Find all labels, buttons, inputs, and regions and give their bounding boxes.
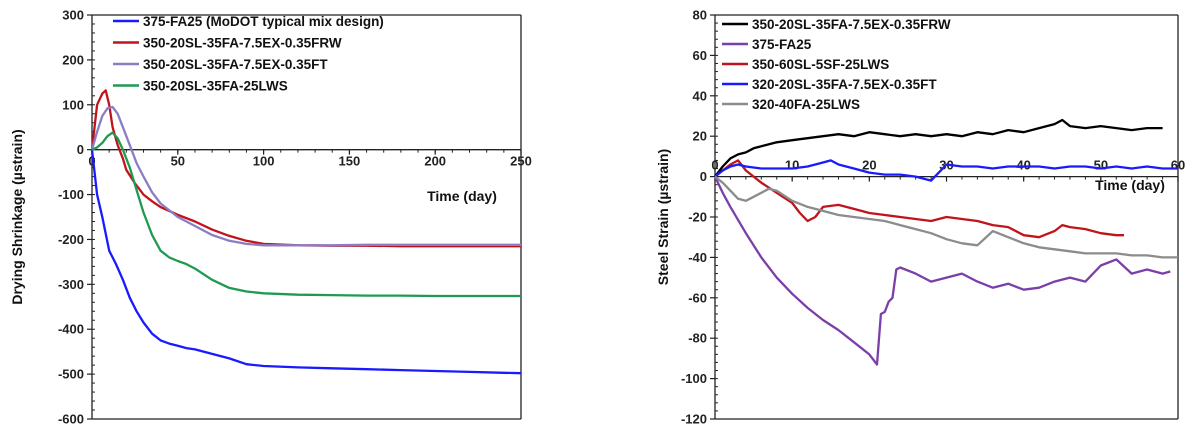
series-line <box>714 159 1124 239</box>
y-tick-label: -300 <box>58 277 84 292</box>
y-tick-label: -60 <box>688 290 707 305</box>
x-tick-label: 10 <box>785 158 799 173</box>
x-tick-label: 40 <box>1016 158 1030 173</box>
drying-shrinkage-chart: 300 200 100 0 -100 -200 -300 -400 -500 -600 0 50 100… <box>9 8 532 427</box>
series-line <box>714 159 1178 182</box>
y-tick-label: -500 <box>58 367 84 382</box>
y-tick-label: -80 <box>688 331 707 346</box>
y-tick-label: -120 <box>681 412 707 427</box>
series-line <box>714 118 1163 178</box>
series-line <box>713 176 1171 366</box>
y-tick-label: 200 <box>62 52 84 67</box>
y-tick-label: 0 <box>700 169 707 184</box>
legend-label: 320-40FA-25LWS <box>752 97 860 112</box>
y-tick-label: -200 <box>58 232 84 247</box>
y-tick-label: 0 <box>77 142 84 157</box>
x-axis-label: Time (day) <box>1095 177 1165 193</box>
series-line <box>90 89 521 248</box>
legend-label: 350-20SL-35FA-7.5EX-0.35FRW <box>143 36 342 51</box>
x-tick-label: 200 <box>424 154 446 169</box>
y-tick-label: -40 <box>688 250 707 265</box>
series-line <box>90 105 521 247</box>
y-tick-label: 100 <box>62 97 84 112</box>
x-tick-label: 0 <box>88 154 95 169</box>
legend-label: 350-20SL-35FA-25LWS <box>143 79 288 94</box>
y-tick-label: -100 <box>58 187 84 202</box>
x-tick-label: 50 <box>1094 158 1108 173</box>
series-line <box>91 131 521 298</box>
legend-label: 375-FA25 (MoDOT typical mix design) <box>143 14 384 29</box>
y-tick-label: 60 <box>693 48 707 63</box>
x-tick-label: 250 <box>510 154 532 169</box>
legend-label: 320-20SL-35FA-7.5EX-0.35FT <box>752 77 937 92</box>
legend-label: 375-FA25 <box>752 37 812 52</box>
y-tick-label: -600 <box>58 412 84 427</box>
x-tick-label: 100 <box>253 154 275 169</box>
series-line <box>714 175 1178 259</box>
y-axis-label: Steel Strain (µstrain) <box>655 149 671 285</box>
legend-label: 350-60SL-5SF-25LWS <box>752 57 889 72</box>
y-tick-label: 300 <box>62 8 84 23</box>
legend-label: 350-20SL-35FA-7.5EX-0.35FT <box>143 57 328 72</box>
x-axis-label: Time (day) <box>427 188 497 204</box>
x-tick-label: 20 <box>862 158 876 173</box>
y-tick-label: -400 <box>58 322 84 337</box>
y-axis-label: Drying Shrinkage (µstrain) <box>9 129 25 304</box>
x-tick-label: 60 <box>1171 158 1185 173</box>
y-tick-label: 80 <box>693 8 707 23</box>
legend-label: 350-20SL-35FA-7.5EX-0.35FRW <box>752 17 951 32</box>
y-tick-label: -100 <box>681 371 707 386</box>
y-tick-label: -20 <box>688 210 707 225</box>
y-tick-label: 20 <box>693 129 707 144</box>
x-tick-label: 150 <box>339 154 361 169</box>
x-tick-label: 50 <box>171 154 185 169</box>
series-line <box>90 149 522 375</box>
y-tick-label: 40 <box>693 88 707 103</box>
x-tick-label: 0 <box>711 158 718 173</box>
